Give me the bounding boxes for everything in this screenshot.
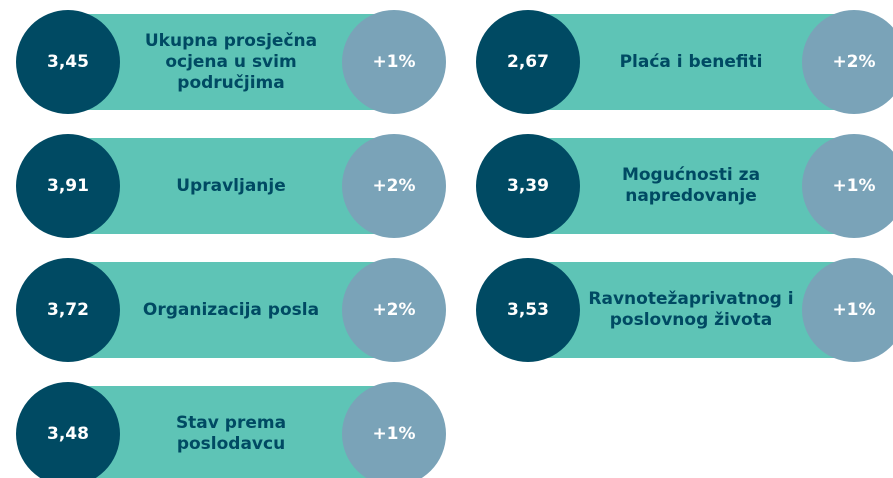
card-label: Ukupna prosječna ocjena u svim područjim… bbox=[144, 30, 318, 93]
score-badge: 3,72 bbox=[16, 258, 120, 362]
score-card: 3,72 Organizacija posla +2% bbox=[16, 258, 446, 362]
score-card: 3,91 Upravljanje +2% bbox=[16, 134, 446, 238]
card-label: Organizacija posla bbox=[142, 299, 320, 320]
score-card: 2,67 Plaća i benefiti +2% bbox=[476, 10, 893, 114]
change-badge: +1% bbox=[342, 10, 446, 114]
score-card: 3,39 Mogućnosti za napredovanje +1% bbox=[476, 134, 893, 238]
score-card: 3,48 Stav prema poslodavcu +1% bbox=[16, 382, 446, 478]
change-badge: +2% bbox=[342, 134, 446, 238]
score-card: 3,45 Ukupna prosječna ocjena u svim podru… bbox=[16, 10, 446, 114]
score-card: 3,53 Ravnotežaprivatnog i poslovnog život… bbox=[476, 258, 893, 362]
card-label: Stav prema poslodavcu bbox=[175, 413, 287, 454]
card-label: Ravnotežaprivatnog i poslovnog života bbox=[588, 289, 794, 330]
score-badge: 2,67 bbox=[476, 10, 580, 114]
score-badge: 3,39 bbox=[476, 134, 580, 238]
change-badge: +2% bbox=[802, 10, 893, 114]
score-badge: 3,45 bbox=[16, 10, 120, 114]
card-label: Plaća i benefiti bbox=[619, 51, 763, 72]
change-badge: +2% bbox=[342, 258, 446, 362]
change-badge: +1% bbox=[342, 382, 446, 478]
card-label: Upravljanje bbox=[176, 175, 286, 196]
change-badge: +1% bbox=[802, 134, 893, 238]
change-badge: +1% bbox=[802, 258, 893, 362]
score-badge: 3,91 bbox=[16, 134, 120, 238]
score-badge: 3,48 bbox=[16, 382, 120, 478]
score-badge: 3,53 bbox=[476, 258, 580, 362]
card-label: Mogućnosti za napredovanje bbox=[621, 165, 761, 206]
